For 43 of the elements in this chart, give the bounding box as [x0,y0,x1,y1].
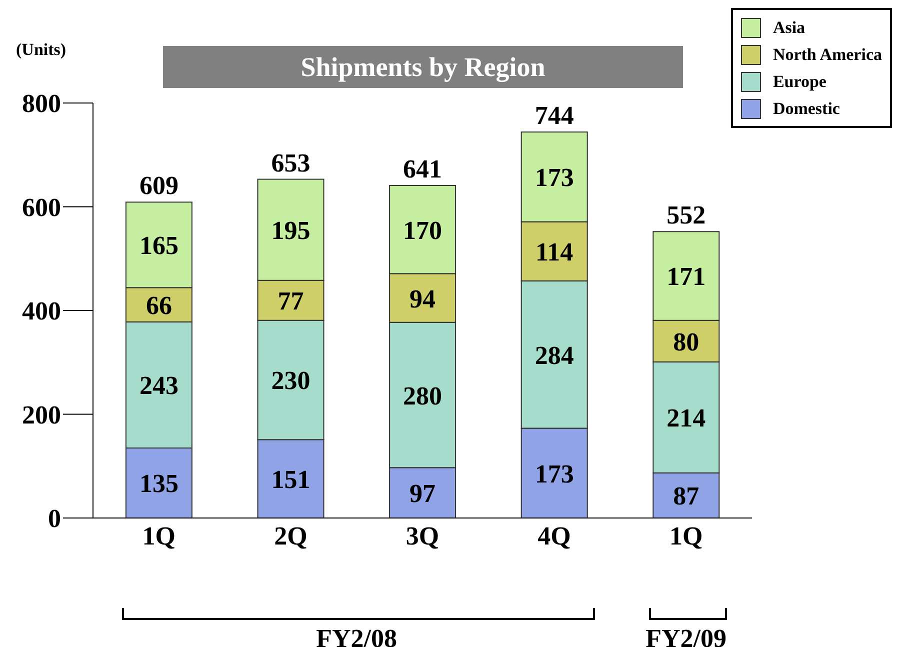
data-label: 171 [666,262,706,292]
x-tick-label: 1Q [669,521,703,550]
data-label: 284 [534,340,574,370]
x-tick-label: 2Q [274,521,308,550]
legend-label: Asia [772,16,806,38]
data-label: 94 [410,284,436,314]
legend-label: Domestic [772,98,841,120]
data-label: 280 [403,381,442,410]
total-label: 552 [666,200,706,230]
text: FY2/08 [315,624,398,647]
text: FY2/09 [644,624,728,647]
data-label: 87 [673,482,700,511]
y-axis-title: (Units) [16,40,66,60]
y-tick-label: 800 [22,89,61,118]
y-tick-label: 600 [22,192,61,222]
data-label: 80 [673,327,700,356]
x-tick-label: 3Q [406,521,440,550]
data-label: 135 [139,469,178,498]
legend-label: Europe [772,70,828,93]
data-label: 170 [403,216,442,245]
x-tick-label: 4Q [538,521,571,550]
y-tick-label: 400 [22,296,61,326]
data-label: 77 [278,286,304,316]
x-tick-label: 1Q [142,521,176,550]
legend-label: North America [772,44,882,66]
data-label: 165 [139,231,178,260]
data-label: 243 [139,371,178,400]
data-label: 173 [534,459,574,488]
data-label: 214 [666,404,706,433]
data-label: 195 [271,216,310,246]
data-label: 114 [536,238,574,267]
total-label: 653 [271,148,310,178]
total-label: 744 [534,101,574,130]
total-label: 641 [403,154,442,184]
y-tick-label: 0 [48,504,61,534]
data-label: 173 [534,163,574,192]
y-tick-label: 200 [22,400,61,430]
chart-title: Shipments by Region [163,46,683,88]
data-label: 151 [271,465,310,494]
data-label: 230 [271,366,310,396]
data-label: 66 [146,291,172,320]
data-label: 97 [410,479,436,508]
total-label: 609 [139,171,178,200]
